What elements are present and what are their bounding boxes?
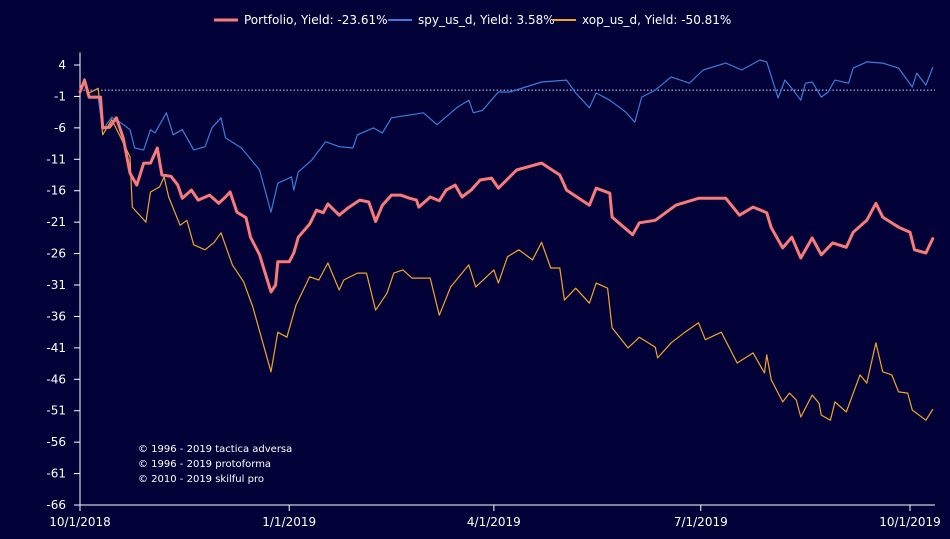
x-tick-label: 10/1/2019 (879, 515, 941, 529)
y-tick-label: -51 (46, 404, 66, 418)
y-tick-label: -26 (46, 247, 66, 261)
y-tick-label: -46 (46, 372, 66, 386)
series-group (78, 59, 935, 421)
y-tick-label: -61 (46, 467, 66, 481)
series-line-portfolio (78, 78, 935, 294)
x-axis: 10/1/2018 1/1/2019 4/1/2019 7/1/2019 10/1/20… (49, 504, 941, 529)
copyright-notes: © 1996 - 2019 tactica adversa © 1996 - 2… (138, 444, 292, 485)
y-axis: 4 -1 -6 -11 -16 -21 -26 -31 -36 -41 -46 -51 -56 -61 -6… (46, 52, 81, 512)
y-tick-label: 4 (58, 58, 66, 72)
copyright-tactica-adversa: © 1996 - 2019 tactica adversa (138, 444, 292, 455)
y-tick-label: -16 (46, 184, 66, 198)
x-tick-label: 10/1/2018 (49, 515, 111, 529)
series-line-xop (79, 78, 934, 421)
legend-label-portfolio: Portfolio, Yield: -23.61% (244, 13, 388, 27)
y-tick-label: -6 (54, 121, 66, 135)
legend-label-xop: xop_us_d, Yield: -50.81% (582, 13, 731, 27)
y-tick-label: -66 (46, 498, 66, 512)
y-tick-label: -36 (46, 309, 66, 323)
legend-label-spy: spy_us_d, Yield: 3.58% (418, 13, 555, 27)
x-tick-label: 7/1/2019 (674, 515, 728, 529)
copyright-skilful-pro: © 2010 - 2019 skilful pro (138, 474, 264, 485)
copyright-protoforma: © 1996 - 2019 protoforma (138, 459, 271, 470)
y-tick-label: -41 (46, 341, 66, 355)
legend: Portfolio, Yield: -23.61% spy_us_d, Yield… (214, 13, 731, 27)
series-line-spy (79, 59, 934, 213)
y-tick-label: -21 (46, 215, 66, 229)
x-tick-label: 4/1/2019 (467, 515, 521, 529)
x-tick-label: 1/1/2019 (262, 515, 316, 529)
y-tick-label: -56 (46, 435, 66, 449)
y-tick-label: -31 (46, 278, 66, 292)
y-tick-label: -11 (46, 152, 66, 166)
y-tick-label: -1 (54, 89, 66, 103)
